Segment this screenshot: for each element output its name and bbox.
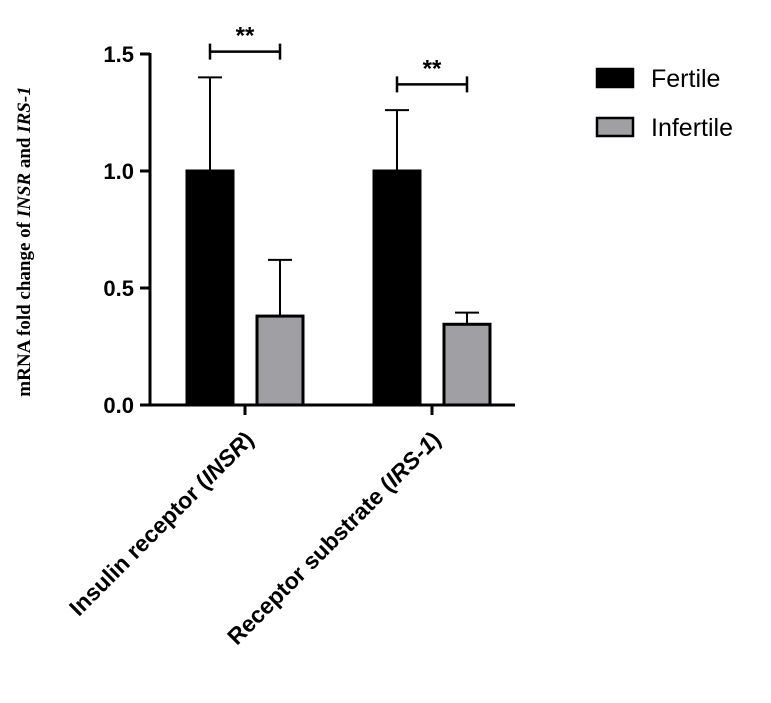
y-axis-title: mRNA fold change of INSR and IRS-1 — [14, 86, 35, 396]
significance-group: ** ** — [208, 23, 469, 93]
y-axis-label: mRNA fold change of INSR and IRS-1 — [14, 86, 35, 396]
legend-swatch-fertile — [595, 67, 635, 89]
axes-group — [148, 53, 515, 415]
significance-label-1: ** — [423, 55, 442, 82]
category-label-1: Receptor substrate (IRS-1) — [222, 426, 446, 650]
bar-infertile-1 — [442, 322, 492, 407]
significance-bracket-0 — [208, 43, 282, 60]
significance-bracket-1 — [395, 76, 469, 93]
legend-label-infertile: Infertile — [651, 114, 733, 142]
bars-group — [185, 169, 492, 407]
significance-label-0: ** — [236, 23, 255, 50]
y-tick-label-1: 0.5 — [103, 276, 134, 301]
y-ticks-group: 0.0 0.5 1.0 1.5 — [103, 42, 150, 418]
y-tick-label-0: 0.0 — [103, 393, 134, 418]
legend-swatch-infertile — [595, 116, 635, 138]
bar-infertile-0 — [255, 314, 305, 407]
legend-label-fertile: Fertile — [651, 65, 720, 93]
bar-fertile-1 — [372, 169, 422, 407]
legend: Fertile Infertile — [595, 65, 733, 142]
bar-fertile-0 — [185, 169, 235, 407]
error-bars-group — [198, 76, 479, 325]
y-tick-label-3: 1.5 — [103, 42, 134, 67]
y-tick-label-2: 1.0 — [103, 159, 134, 184]
category-label-0: Insulin receptor (INSR) — [64, 426, 259, 621]
category-labels-group: Insulin receptor (INSR)Receptor substrat… — [64, 426, 446, 650]
